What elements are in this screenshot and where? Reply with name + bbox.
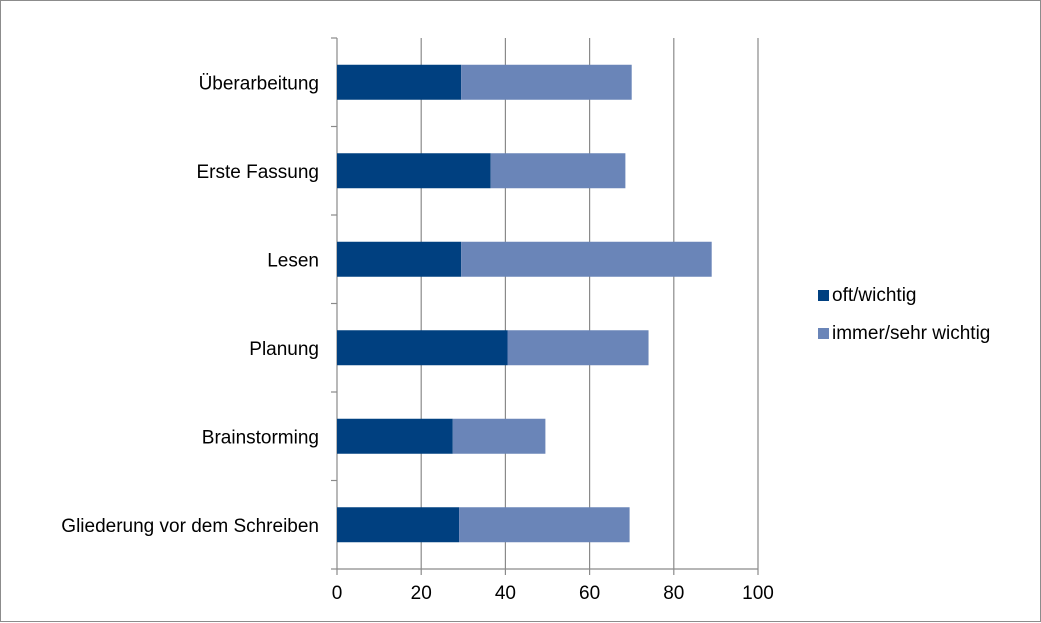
x-tick-label: 60 (579, 583, 600, 604)
category-label: Lesen (267, 250, 319, 271)
bar-segment (507, 330, 649, 366)
category-label: Gliederung vor dem Schreiben (61, 516, 319, 537)
bar-segment (490, 153, 626, 189)
bar-segment (452, 418, 546, 454)
labels: 0 20 40 60 80 100 Gliederung vor dem Schreiben… (61, 73, 774, 604)
category-label: Planung (249, 339, 319, 360)
gridlines (420, 38, 759, 569)
bar-segment (337, 64, 462, 100)
legend-swatch (818, 290, 829, 301)
bar-segment (461, 241, 712, 277)
bars (337, 64, 712, 543)
bar-segment (337, 241, 462, 277)
category-label: Brainstorming (202, 427, 319, 448)
category-label: Erste Fassung (197, 162, 320, 183)
x-tick-label: 100 (742, 583, 774, 604)
x-tick-label: 0 (332, 583, 343, 604)
legend: oft/wichtig immer/sehr wichtig (818, 285, 990, 344)
bar-segment (337, 330, 508, 366)
category-label: Überarbeitung (199, 73, 319, 94)
legend-label: immer/sehr wichtig (832, 323, 990, 344)
x-tick-label: 80 (663, 583, 684, 604)
bar-segment (461, 64, 632, 100)
x-tick-label: 20 (411, 583, 432, 604)
bar-segment (337, 418, 453, 454)
legend-label: oft/wichtig (832, 285, 916, 306)
bar-segment (337, 153, 491, 189)
axes (331, 37, 759, 575)
legend-swatch (818, 328, 829, 339)
bar-segment (337, 507, 460, 543)
x-tick-label: 40 (495, 583, 516, 604)
bar-segment (459, 507, 630, 543)
